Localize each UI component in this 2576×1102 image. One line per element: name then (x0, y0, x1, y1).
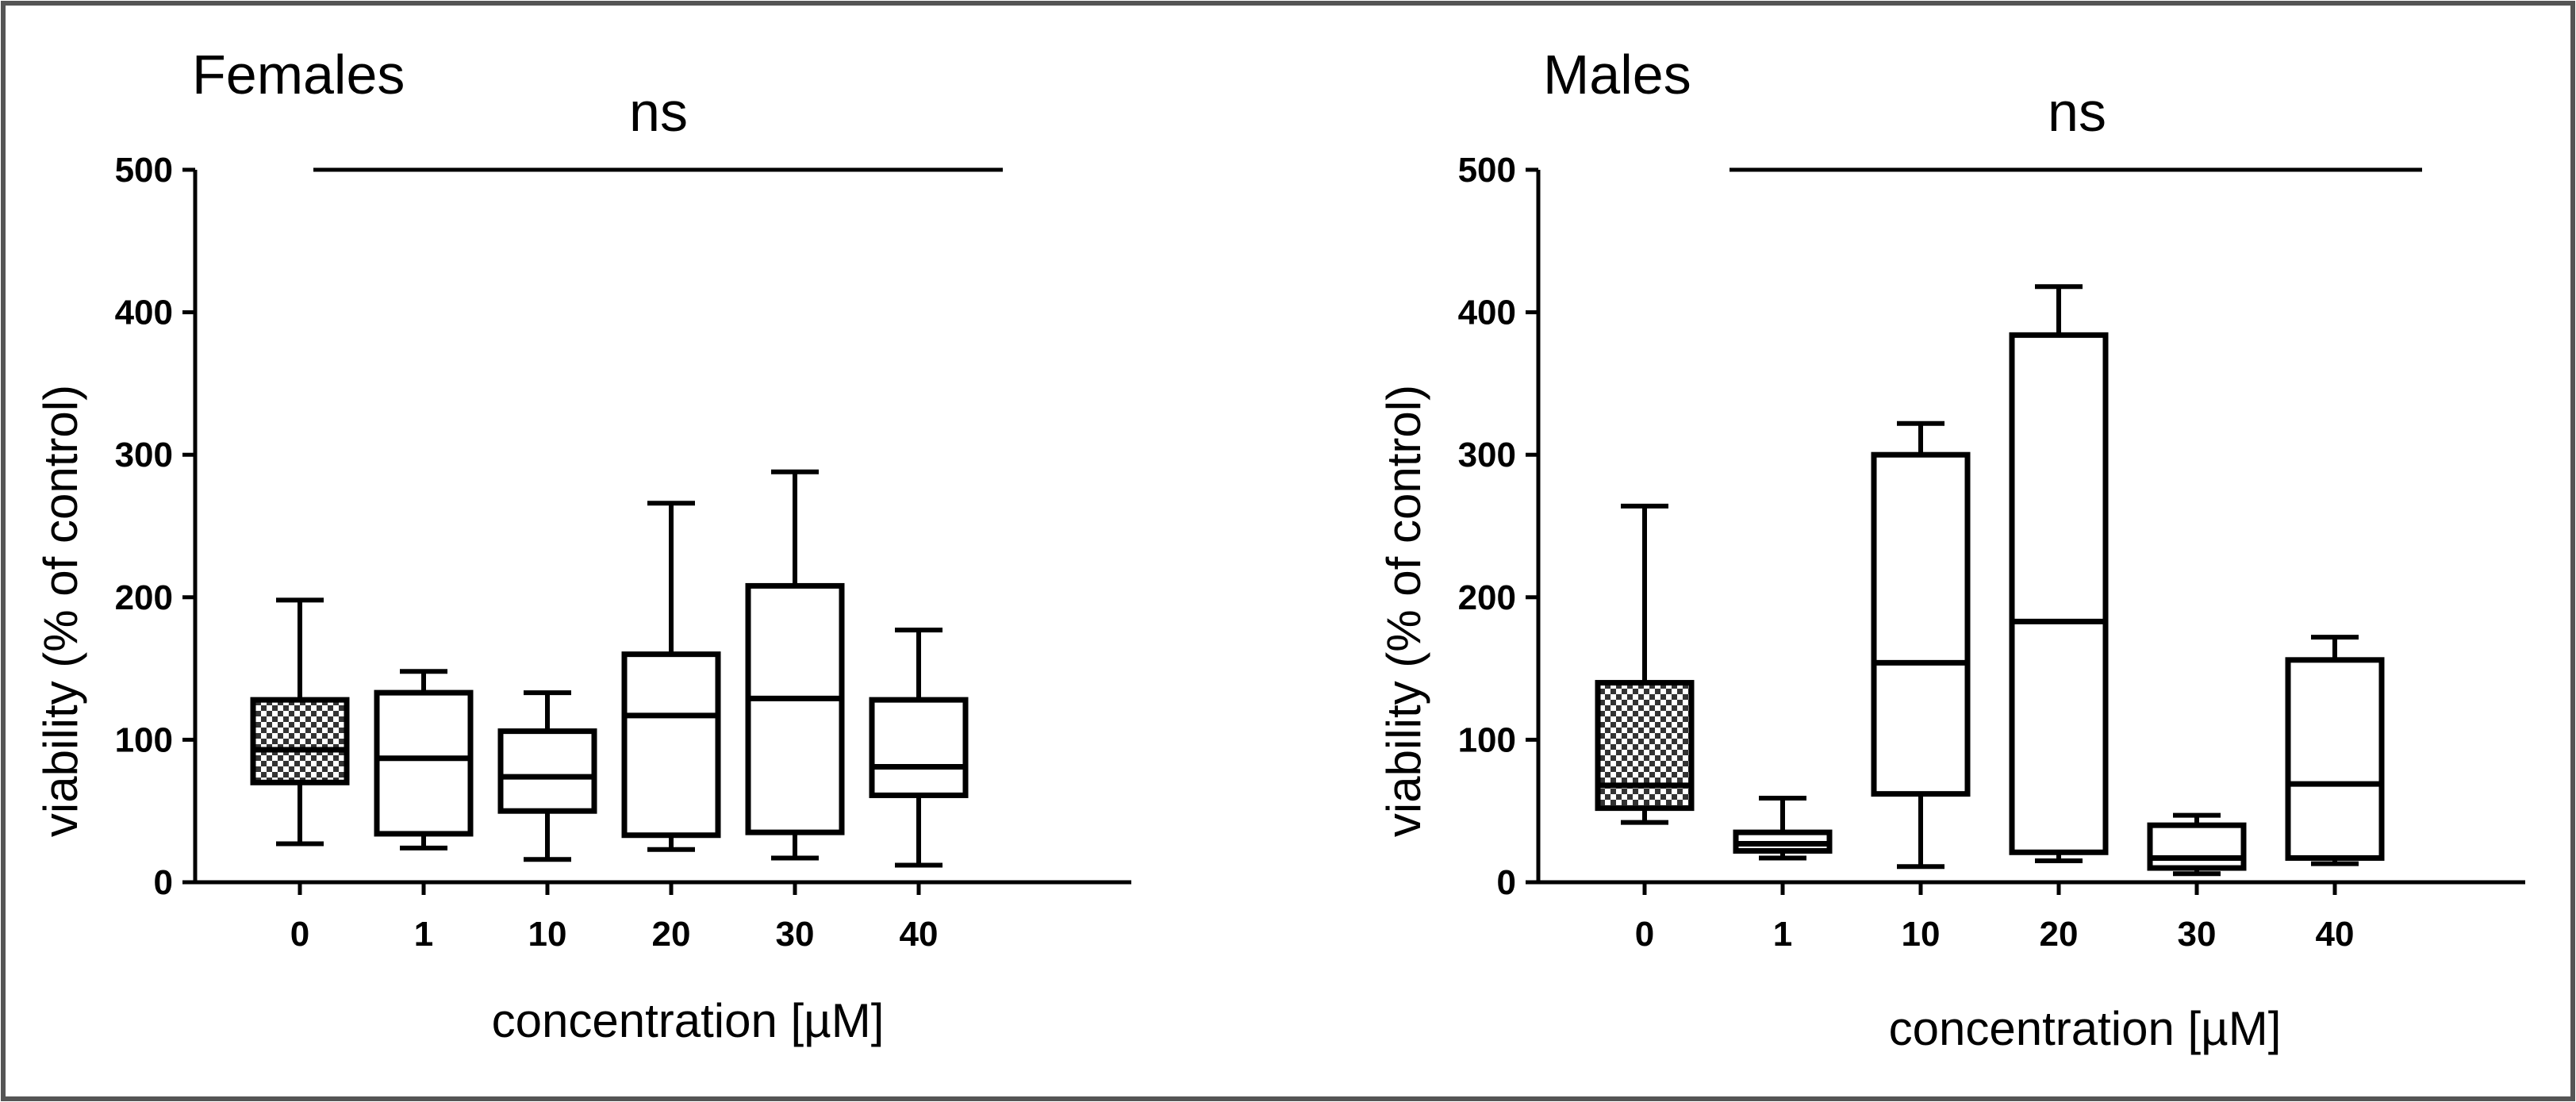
males-x-tick-label: 40 (2316, 915, 2355, 954)
females-x-axis: 0 1 10 20 30 40 (195, 880, 1131, 954)
females-x-axis-label: concentration [µM] (492, 994, 885, 1047)
males-y-tick-label: 100 (1458, 720, 1516, 759)
females-x-tick-label: 0 (290, 915, 309, 954)
males-y-axis: 0 100 200 300 400 500 (1458, 151, 1541, 902)
males-y-tick-label: 0 (1497, 863, 1516, 902)
females-x-tick-label: 20 (652, 915, 691, 954)
males-box-20 (2009, 284, 2109, 864)
females-y-tick-label: 0 (154, 863, 173, 902)
iqr-box (2009, 332, 2109, 855)
females-x-tick-label: 10 (528, 915, 567, 954)
iqr-box (1595, 680, 1695, 812)
males-x-tick-label: 20 (2040, 915, 2079, 954)
females-significance-label: ns (629, 81, 688, 143)
females-y-axis: 0 100 200 300 400 500 (115, 151, 198, 902)
iqr-box (745, 582, 845, 835)
iqr-box (1871, 451, 1971, 797)
iqr-box (621, 651, 721, 839)
females-y-tick-label: 500 (115, 151, 173, 190)
iqr-box (250, 697, 350, 785)
males-x-axis: 0 1 10 20 30 40 (1538, 880, 2525, 954)
females-box-0 (250, 597, 350, 847)
females-box-10 (497, 690, 597, 862)
males-panel: Males ns 0 100 200 300 400 500 0 1 10 20 30 40 con… (1377, 44, 2525, 1055)
iqr-box (497, 728, 597, 814)
males-y-axis-label: viability (% of control) (1377, 385, 1430, 837)
males-box-30 (2147, 812, 2247, 877)
males-y-tick-label: 300 (1458, 436, 1516, 474)
females-y-tick-label: 400 (115, 294, 173, 332)
females-y-tick-label: 200 (115, 578, 173, 617)
males-y-tick-label: 200 (1458, 578, 1516, 617)
males-y-tick-label: 400 (1458, 294, 1516, 332)
females-box-30 (745, 469, 845, 861)
females-y-tick-label: 300 (115, 436, 173, 474)
males-x-tick-label: 0 (1635, 915, 1654, 954)
iqr-box (2285, 657, 2385, 861)
males-y-tick-label: 500 (1458, 151, 1516, 190)
females-x-tick-label: 1 (414, 915, 433, 954)
males-title: Males (1543, 44, 1691, 106)
males-x-axis-label: concentration [µM] (1889, 1002, 2282, 1055)
males-box-0 (1595, 503, 1695, 825)
females-title: Females (192, 44, 405, 106)
females-x-tick-label: 40 (900, 915, 939, 954)
males-significance-label: ns (2048, 81, 2106, 143)
females-box-40 (869, 628, 969, 868)
males-box-1 (1733, 796, 1833, 861)
iqr-box (869, 697, 969, 798)
females-x-tick-label: 30 (776, 915, 815, 954)
iqr-box (374, 689, 474, 837)
females-box-20 (621, 501, 721, 852)
males-x-tick-label: 10 (1902, 915, 1941, 954)
males-box-10 (1871, 420, 1971, 870)
females-panel: Females ns 0 100 200 300 400 500 0 1 10 20 30 40 c… (34, 44, 1131, 1047)
males-plot-area (1595, 284, 2385, 877)
iqr-box (2147, 822, 2247, 871)
females-box-1 (374, 669, 474, 850)
males-x-tick-label: 1 (1773, 915, 1792, 954)
females-y-tick-label: 100 (115, 720, 173, 759)
females-y-axis-label: viability (% of control) (34, 385, 87, 837)
males-box-40 (2285, 635, 2385, 866)
females-plot-area (250, 469, 969, 868)
males-x-tick-label: 30 (2178, 915, 2217, 954)
